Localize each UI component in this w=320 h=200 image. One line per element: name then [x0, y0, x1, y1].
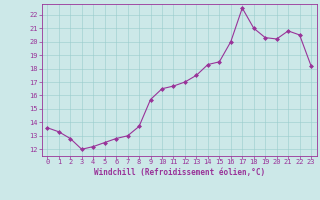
X-axis label: Windchill (Refroidissement éolien,°C): Windchill (Refroidissement éolien,°C) — [94, 168, 265, 177]
